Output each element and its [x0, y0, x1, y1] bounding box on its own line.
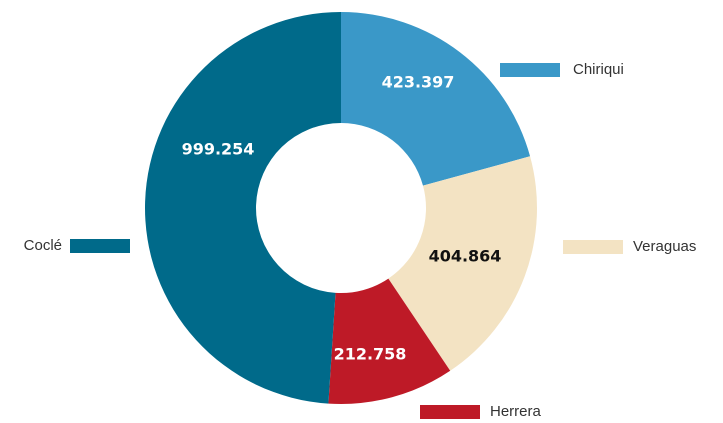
slice	[328, 278, 451, 405]
data-label: 423.397	[382, 73, 455, 92]
slice	[388, 156, 537, 371]
slice	[144, 12, 341, 404]
slice	[341, 12, 531, 186]
legend-swatch	[500, 63, 560, 77]
legend-swatch	[70, 239, 130, 253]
data-label: 212.758	[334, 345, 407, 364]
legend-swatch	[563, 240, 623, 254]
legend-label: Veraguas	[633, 238, 696, 255]
legend-label: Chiriqui	[573, 61, 624, 78]
data-label: 404.864	[429, 247, 502, 266]
legend-swatch	[420, 405, 480, 419]
legend-label: Herrera	[490, 403, 542, 420]
legend-label: Coclé	[24, 237, 62, 254]
data-label: 999.254	[182, 140, 255, 159]
